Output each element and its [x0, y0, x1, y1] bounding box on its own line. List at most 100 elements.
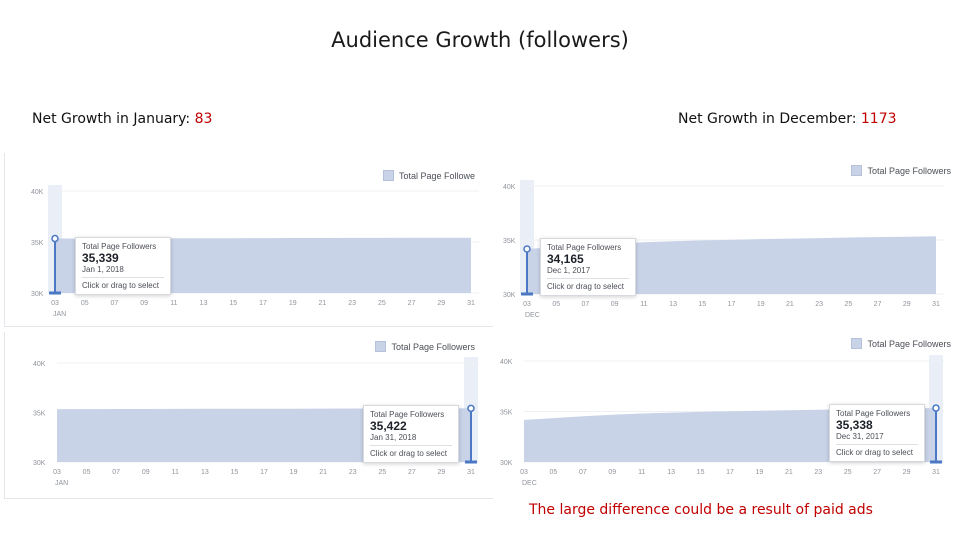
x-tick-label: 05	[83, 469, 91, 476]
y-tick-label: 30K	[500, 460, 513, 467]
chart-panel-dec-start: Total Page Followers 40K 35K 30K 03 05 07 09 11…	[500, 153, 956, 326]
x-tick-label: 21	[785, 469, 793, 476]
tooltip: Total Page Followers 35,339 Jan 1, 2018 …	[75, 237, 171, 295]
tooltip-header: Total Page Followers	[547, 243, 622, 252]
legend-label: Total Page Followers	[867, 338, 951, 349]
month-label: JAN	[53, 311, 66, 318]
chart-panel-dec-end: Total Page Followers 40K 35K 30K 03 05 07 09 11…	[500, 332, 956, 498]
x-tick-label: 21	[319, 300, 327, 307]
chart-legend[interactable]: Total Page Followers	[375, 341, 475, 352]
y-tick-label: 30K	[33, 460, 46, 467]
chart-legend[interactable]: Total Page Followers	[851, 165, 951, 176]
legend-label: Total Page Followe	[398, 170, 475, 181]
x-tick-label: 09	[611, 301, 619, 308]
x-tick-label: 13	[669, 301, 677, 308]
net-growth-december-label: Net Growth in December:	[678, 111, 861, 127]
x-tick-label: 25	[378, 469, 386, 476]
x-tick-label: 09	[142, 469, 150, 476]
net-growth-december-value: 1173	[860, 111, 897, 127]
x-tick-label: 13	[667, 469, 675, 476]
x-tick-label: 05	[81, 300, 89, 307]
x-tick-label: 19	[756, 469, 764, 476]
x-tick-label: 11	[638, 469, 645, 476]
x-tick-label: 23	[814, 469, 822, 476]
y-tick-label: 40K	[500, 359, 513, 366]
x-tick-label: 11	[170, 300, 177, 307]
tooltip-header: Total Page Followers	[836, 409, 911, 418]
tooltip-header: Total Page Followers	[370, 410, 445, 419]
x-tick-label: 07	[112, 469, 120, 476]
chart-panel-jan-start: Total Page Followe 40K 35K 30K 03 05 07 09 11 13…	[4, 153, 493, 327]
legend-swatch-icon	[375, 341, 387, 352]
y-tick-label: 40K	[33, 361, 46, 368]
tooltip-hint: Click or drag to select	[547, 282, 624, 291]
x-tick-label: 17	[260, 469, 268, 476]
tooltip-date: Dec 31, 2017	[836, 432, 918, 445]
tooltip-date: Jan 1, 2018	[82, 265, 164, 278]
legend-swatch-icon	[851, 338, 863, 349]
x-tick-label: 17	[726, 469, 734, 476]
selection-point	[523, 245, 531, 253]
net-growth-january: Net Growth in January: 83	[32, 111, 212, 127]
month-label: DEC	[522, 480, 537, 487]
x-tick-label: 13	[200, 300, 208, 307]
x-tick-label: 27	[408, 469, 416, 476]
slide-title: Audience Growth (followers)	[331, 28, 629, 52]
x-tick-label: 07	[111, 300, 119, 307]
y-tick-label: 35K	[500, 410, 513, 417]
tooltip-value: 35,339	[82, 251, 119, 265]
x-tick-label: 21	[319, 469, 327, 476]
legend-label: Total Page Followers	[867, 165, 951, 176]
y-tick-label: 35K	[503, 238, 516, 245]
tooltip-value: 34,165	[547, 252, 584, 266]
x-tick-label: 15	[229, 300, 237, 307]
footnote: The large difference could be a result o…	[529, 502, 873, 518]
tooltip: Total Page Followers 34,165 Dec 1, 2017 …	[540, 238, 636, 296]
x-tick-label: 27	[874, 301, 882, 308]
chart-legend[interactable]: Total Page Followers	[851, 338, 951, 349]
x-tick-label: 31	[467, 469, 475, 476]
tooltip-header: Total Page Followers	[82, 242, 157, 251]
x-tick-label: 15	[231, 469, 239, 476]
y-tick-label: 40K	[503, 184, 516, 191]
x-tick-label: 29	[437, 300, 445, 307]
x-tick-label: 31	[932, 469, 940, 476]
x-tick-label: 25	[378, 300, 386, 307]
tooltip-hint: Click or drag to select	[82, 281, 159, 290]
tooltip-value: 35,422	[370, 419, 407, 433]
tooltip-date: Jan 31, 2018	[370, 433, 452, 446]
x-tick-label: 19	[289, 300, 297, 307]
x-tick-label: 11	[172, 469, 179, 476]
x-tick-label: 17	[728, 301, 736, 308]
x-tick-label: 29	[903, 301, 911, 308]
tooltip-value: 35,338	[836, 418, 873, 432]
x-tick-label: 07	[582, 301, 590, 308]
tooltip: Total Page Followers 35,338 Dec 31, 2017…	[829, 404, 925, 462]
x-tick-label: 09	[608, 469, 616, 476]
x-tick-label: 29	[903, 469, 911, 476]
x-tick-label: 19	[290, 469, 298, 476]
y-tick-label: 35K	[33, 411, 46, 418]
legend-swatch-icon	[382, 170, 394, 181]
y-tick-label: 40K	[31, 189, 44, 196]
x-tick-label: 15	[697, 469, 705, 476]
month-label: JAN	[55, 480, 68, 487]
x-tick-label: 21	[786, 301, 794, 308]
x-tick-label: 29	[438, 469, 446, 476]
x-tick-label: 23	[815, 301, 823, 308]
x-tick-label: 03	[53, 469, 61, 476]
x-tick-label: 19	[757, 301, 765, 308]
x-tick-label: 25	[844, 469, 852, 476]
tooltip-hint: Click or drag to select	[370, 449, 447, 458]
x-tick-label: 11	[640, 301, 647, 308]
x-tick-label: 07	[579, 469, 587, 476]
x-tick-label: 17	[259, 300, 267, 307]
y-tick-label: 30K	[31, 291, 44, 298]
x-tick-label: 05	[550, 469, 558, 476]
chart-panel-jan-end: Total Page Followers 40K 35K 30K 03 05 07 09 11…	[4, 332, 493, 499]
x-tick-label: 23	[349, 469, 357, 476]
selection-point	[932, 404, 940, 412]
x-tick-label: 13	[201, 469, 209, 476]
chart-legend[interactable]: Total Page Followe	[382, 170, 475, 181]
tooltip-date: Dec 1, 2017	[547, 266, 629, 279]
